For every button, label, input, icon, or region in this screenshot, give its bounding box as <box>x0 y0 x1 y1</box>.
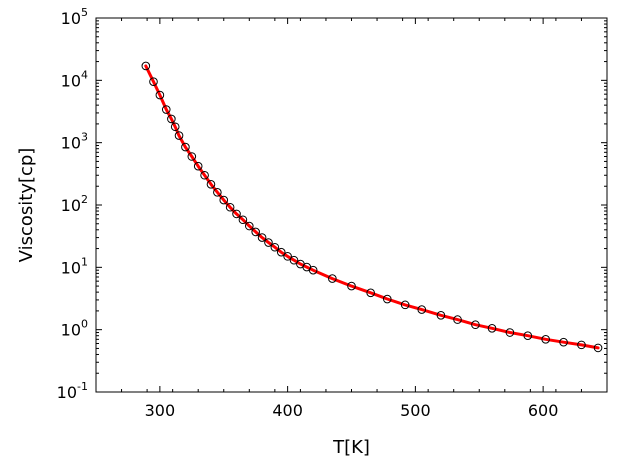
y-tick-exponent: 5 <box>81 6 88 19</box>
data-point <box>238 215 248 225</box>
y-tick-label: 103 <box>61 131 88 153</box>
data-point <box>161 105 171 114</box>
y-tick-label: 101 <box>61 255 88 277</box>
y-tick-label: 102 <box>61 193 88 215</box>
data-point <box>167 114 176 124</box>
y-tick-base: 10 <box>61 258 81 277</box>
data-point <box>257 233 267 242</box>
data-point <box>593 343 603 353</box>
y-tick-base: 10 <box>61 9 81 28</box>
data-point <box>487 324 497 333</box>
y-tick-label: 100 <box>61 318 88 340</box>
data-point <box>382 294 392 304</box>
y-tick-exponent: 2 <box>81 193 88 206</box>
data-point <box>141 61 151 71</box>
y-tick-label: 105 <box>61 6 88 28</box>
data-point <box>283 252 292 261</box>
data-point <box>270 242 280 252</box>
y-tick-exponent: 3 <box>81 131 88 144</box>
data-point <box>187 152 197 161</box>
data-point <box>453 315 462 324</box>
data-point <box>225 202 235 212</box>
x-axis-label: T[K] <box>332 437 370 458</box>
data-point <box>213 187 222 197</box>
data-point <box>523 331 533 341</box>
data-point <box>400 300 410 310</box>
data-points-layer <box>141 61 603 353</box>
x-tick-label: 300 <box>145 401 176 420</box>
data-point <box>219 195 229 205</box>
y-tick-base: 10 <box>57 383 77 402</box>
y-tick-base: 10 <box>61 321 81 340</box>
y-tick-exponent: 4 <box>81 68 88 81</box>
data-point <box>245 221 254 231</box>
data-point <box>289 255 299 265</box>
plot-frame <box>95 17 608 393</box>
data-point <box>155 90 165 100</box>
data-point <box>181 142 190 152</box>
data-point <box>276 247 286 257</box>
y-tick-label: 10-1 <box>57 380 88 402</box>
data-point <box>251 227 260 237</box>
data-point <box>417 305 427 314</box>
y-tick-base: 10 <box>61 196 81 215</box>
data-point <box>436 311 446 320</box>
y-tick-exponent: 0 <box>81 318 88 331</box>
data-point <box>149 77 158 87</box>
y-axis-label: Viscosity[cp] <box>16 148 37 263</box>
y-tick-exponent: 1 <box>81 255 88 268</box>
data-point <box>206 179 216 189</box>
data-point <box>200 170 209 180</box>
y-tick-exponent: -1 <box>77 380 88 393</box>
data-point <box>170 122 180 132</box>
data-point <box>264 238 273 247</box>
data-point <box>559 337 568 347</box>
x-tick-label: 600 <box>528 401 559 420</box>
data-point <box>577 340 586 350</box>
data-point <box>174 131 184 140</box>
y-tick-base: 10 <box>61 71 81 90</box>
y-tick-label: 104 <box>61 68 88 90</box>
data-point <box>366 288 375 298</box>
data-point <box>541 335 550 344</box>
data-point <box>347 281 356 291</box>
y-tick-base: 10 <box>61 134 81 153</box>
data-point <box>193 161 203 171</box>
data-point <box>308 265 318 275</box>
data-point <box>232 209 241 219</box>
data-point <box>471 320 480 330</box>
data-point <box>505 328 515 337</box>
data-point <box>328 274 337 283</box>
x-tick-label: 400 <box>272 401 303 420</box>
x-tick-label: 500 <box>400 401 431 420</box>
